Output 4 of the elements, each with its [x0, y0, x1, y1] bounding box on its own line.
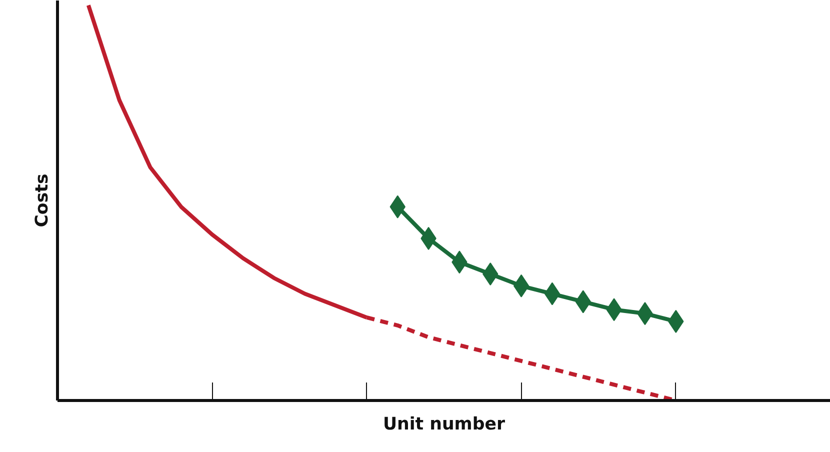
point: [513, 274, 530, 298]
point: [544, 282, 560, 306]
x-axis-title: Unit number: [382, 414, 506, 434]
y-axis-title: Costs: [32, 174, 52, 228]
